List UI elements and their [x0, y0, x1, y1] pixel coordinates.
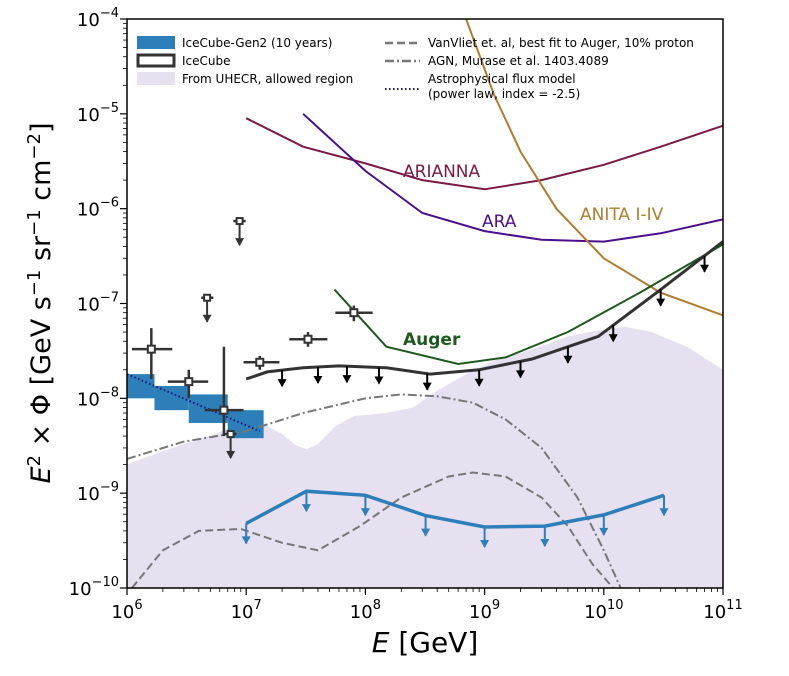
icecube-point-5 [349, 308, 359, 318]
icecube-limit-curve [245, 240, 723, 381]
icecube-limit-arrow-4-head [422, 382, 432, 391]
gen2-arrow-7-head [659, 508, 669, 517]
icecube-limit-arrow-6-head [515, 370, 525, 379]
astro-model-line [127, 373, 261, 433]
icecube-ul-0-arrow-head [235, 238, 245, 247]
x-tick-label-2: 108 [350, 598, 381, 623]
icecube-limit-arrow-3-head [374, 376, 384, 385]
icecube-limit-arrow-7-head [563, 355, 573, 364]
gen2-arrow-3-head [421, 528, 431, 537]
icecube-ul-1 [203, 293, 212, 302]
icecube-ul-2-arrow-head [226, 451, 236, 460]
x-tick-label-3: 109 [469, 598, 500, 623]
icecube-ul-2 [226, 430, 235, 439]
arianna-curve [245, 117, 723, 191]
icecube-ul-0 [235, 217, 244, 226]
y-axis-label: E2 × Φ [GeV s−1 sr−1 cm−2] [24, 123, 57, 484]
icecube-point-3 [255, 357, 265, 367]
x-tick-label-0: 106 [111, 598, 142, 623]
legend-swatch-icecube [136, 53, 176, 68]
legend-label-uhecr: From UHECR, allowed region [182, 72, 353, 86]
gen2-arrow-1-head [301, 504, 311, 513]
gen2-box-1 [154, 385, 189, 411]
legend-swatch-uhecr [137, 72, 175, 85]
y-tick-label-6: 10−4 [77, 6, 119, 31]
icecube-limit-arrow-2-head [342, 375, 352, 384]
y-tick-label-5: 10−5 [77, 101, 119, 126]
legend-label-vanvliet: VanVliet et. al, best fit to Auger, 10% … [428, 36, 694, 50]
uhecr-region [127, 326, 723, 588]
x-tick-label-5: 1011 [703, 598, 742, 623]
icecube-point-0 [146, 344, 156, 354]
ara-curve [302, 113, 723, 243]
x-tick-label-1: 107 [231, 598, 262, 623]
legend-label-astro-1: Astrophysical flux model [428, 72, 576, 86]
icecube-point-4 [303, 334, 313, 344]
gen2-arrow-5-head [540, 539, 550, 548]
label-ara: ARA [482, 212, 517, 232]
y-tick-label-4: 10−6 [77, 196, 119, 221]
legend: IceCube-Gen2 (10 years) IceCube From UHE… [136, 36, 694, 101]
legend-swatch-gen2 [137, 36, 175, 49]
icecube-limit-arrow-0-head [277, 379, 287, 388]
x-axis-label: E [GeV] [372, 626, 479, 659]
gen2-arrow-4-head [480, 539, 490, 548]
legend-label-agn: AGN, Murase et al. 1403.4089 [428, 54, 609, 68]
gen2-arrow-2-head [360, 508, 370, 517]
gen2-box-0 [127, 374, 155, 399]
icecube-limit-arrow-5-head [474, 378, 484, 387]
label-auger: Auger [403, 330, 461, 350]
x-tick-label-4: 1010 [584, 598, 623, 623]
y-tick-label-0: 10−10 [69, 575, 119, 600]
auger-curve [333, 243, 723, 366]
icecube-limit-arrow-10-head [700, 264, 710, 273]
y-tick-label-3: 10−7 [77, 291, 119, 316]
vanvliet-curve [131, 471, 615, 588]
label-arianna: ARIANNA [403, 162, 481, 182]
data-layer [127, 19, 723, 588]
icecube-point-2 [219, 405, 229, 415]
icecube-ul-1-arrow-head [202, 314, 212, 323]
legend-label-astro-2: (power law, index = -2.5) [428, 87, 580, 101]
agn-curve [127, 393, 622, 588]
icecube-point-1 [184, 377, 194, 387]
icecube-limit-arrow-9-head [656, 298, 666, 307]
legend-label-icecube: IceCube [182, 54, 231, 68]
icecube-limit-arrow-1-head [313, 375, 323, 384]
gen2-curve [245, 489, 665, 529]
y-tick-label-1: 10−9 [77, 480, 119, 505]
y-tick-label-2: 10−8 [77, 385, 119, 410]
legend-label-gen2: IceCube-Gen2 (10 years) [182, 36, 332, 50]
gen2-arrow-6-head [599, 527, 609, 536]
gen2-arrow-0-head [241, 536, 251, 545]
label-anita: ANITA I-IV [580, 205, 664, 225]
axes-layer: 106 107 108 109 1010 1011 10−10 10−9 10−8 10−7 10−… [69, 6, 743, 623]
icecube-limit-arrow-8-head [608, 334, 618, 343]
